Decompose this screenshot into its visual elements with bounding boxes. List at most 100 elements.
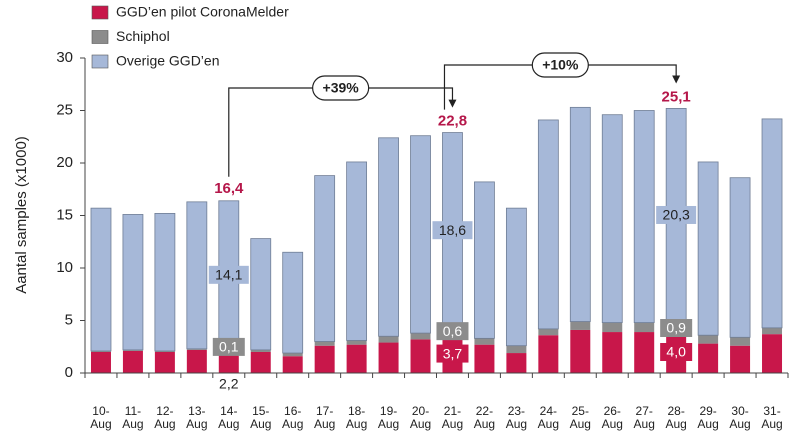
value-label: 14,1 [215,267,242,283]
bar-segment [538,328,559,336]
x-tick-label: 12- Aug [154,404,176,431]
x-tick-label: 14- Aug [218,404,240,431]
bar-segment [186,348,207,350]
legend-swatch [91,5,109,20]
y-tick-label: 5 [65,311,73,328]
y-tick-label: 15 [56,206,73,223]
legend-swatch [91,54,109,69]
bar-segment [122,350,143,373]
x-tick-label: 18- Aug [345,404,368,431]
y-tick-label: 25 [56,101,73,118]
bar-segment [90,207,112,352]
bar-segment [282,251,304,354]
growth-label: +10% [542,57,579,73]
x-tick-label: 11- Aug [122,404,144,431]
x-tick-label: 13- Aug [186,404,208,431]
bar-segment [697,161,719,336]
bar-segment [730,345,751,373]
value-label: 2,2 [219,376,239,392]
bar-segment [378,336,399,343]
bar-segment [378,342,399,373]
x-tick-label: 23- Aug [505,404,528,431]
bar-segment [601,114,623,323]
bar-segment [314,175,336,342]
bar-segment [729,177,751,338]
x-tick-label: 19- Aug [377,404,400,431]
bar-segment [282,356,303,373]
bar-segment [698,335,719,344]
total-label: 22,8 [438,113,467,130]
growth-label: +39% [323,80,360,96]
value-label-box [436,344,469,363]
bar-segment [410,339,431,373]
x-tick-label: 27- Aug [633,404,655,431]
bar-segment [154,350,175,352]
x-tick-label: 31- Aug [761,404,783,431]
bar-segment [186,201,208,350]
bar-segment [570,321,591,330]
bar-segment [410,333,431,340]
x-tick-label: 22- Aug [473,404,496,431]
x-tick-label: 17- Aug [313,404,336,431]
value-label: 0,1 [219,339,239,355]
bar-segment [346,344,367,373]
bar-segment [90,350,111,352]
bar-segment [602,332,623,373]
bar-segment [730,337,751,346]
value-label: 4,0 [666,344,686,360]
bar-segment [282,353,303,357]
growth-box [312,75,370,101]
x-tick-label: 16- Aug [282,404,304,431]
bar-segment [250,349,271,352]
value-label-box [432,221,473,240]
x-tick-label: 15- Aug [250,404,272,431]
bar-segment [410,135,431,334]
value-label-box [208,265,249,284]
bar-segment [314,345,335,373]
total-label: 16,4 [214,180,244,197]
legend-swatch [91,30,109,44]
bar-segment [762,334,783,373]
value-label-box [436,322,469,341]
bar-segment [634,332,655,373]
bar-segment [346,340,367,345]
bar-segment [122,349,143,351]
y-axis-title: Aantal samples (x1000) [13,136,30,294]
bar-segment [122,214,144,351]
x-tick-label: 20- Aug [409,404,432,431]
bar-segment [537,119,559,330]
x-tick-label: 24- Aug [537,404,559,431]
value-label: 18,6 [439,222,466,238]
arrow-head [672,75,681,84]
x-tick-label: 10- Aug [90,404,112,431]
legend-label: GGD’en pilot CoronaMelder [116,4,289,20]
value-label-box [660,343,693,361]
bar-segment [378,137,399,337]
x-tick-label: 29- Aug [697,404,719,431]
value-label: 3,7 [443,345,463,361]
x-tick-label: 26- Aug [601,404,623,431]
value-label: 0,9 [666,320,686,336]
bar-segment [602,322,623,333]
bar-segment [90,352,111,373]
value-label-box [656,205,697,224]
bar-segment [634,322,655,333]
y-tick-label: 20 [56,154,73,171]
bar-segment [314,341,335,346]
bar-segment [154,212,176,352]
bar-segment [505,207,527,347]
bar-segment [154,352,175,373]
x-tick-label: 25- Aug [569,404,591,431]
y-tick-label: 0 [65,364,73,381]
bar-segment [506,345,527,354]
value-label-box [660,319,693,337]
value-label: 20,3 [663,207,690,223]
y-tick-label: 10 [56,259,73,276]
bar-segment [633,110,655,324]
bar-segment [570,329,591,373]
bar-segment [538,335,559,373]
bar-segment [698,343,719,373]
bar-segment [569,106,591,322]
